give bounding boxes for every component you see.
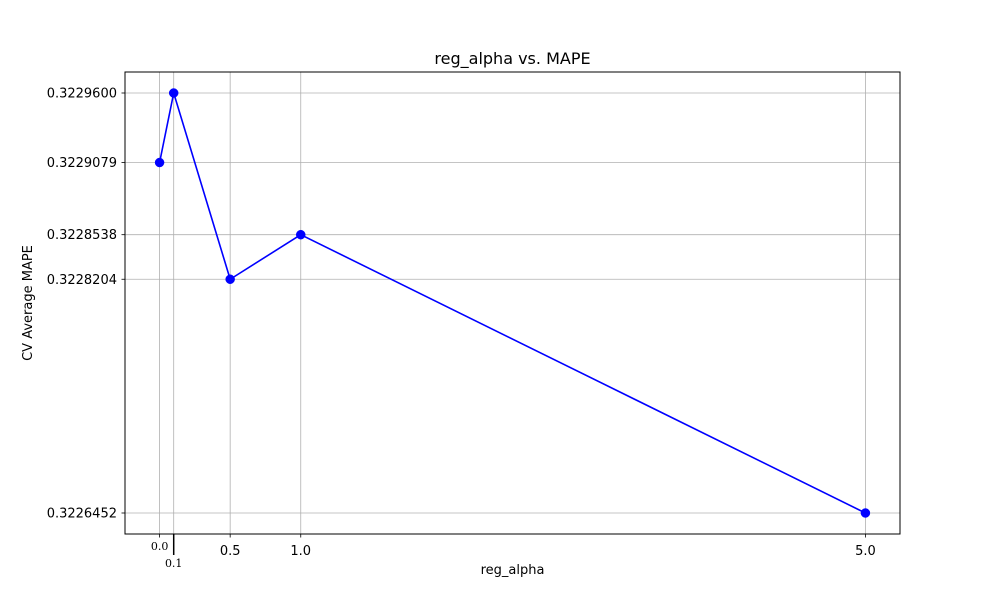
grid (125, 72, 900, 534)
plot-frame (124, 71, 901, 535)
data-point-0 (154, 157, 165, 168)
chart-title: reg_alpha vs. MAPE (434, 49, 590, 69)
ticks: 0.3226452 0.3228204 0.3228538 0.3229079 0.32… (47, 87, 876, 571)
y-tick-label-0-3229079: 0.3229079 (47, 156, 117, 171)
x-tick-label-0-0: 0.0 (151, 540, 169, 553)
y-tick-label-0-3229600: 0.3229600 (47, 87, 117, 102)
x-tick-label-0-1: 0.1 (165, 557, 183, 570)
data-point-2 (225, 274, 235, 285)
x-tick-label-1-0: 1.0 (290, 544, 311, 559)
y-tick-label-0-3228204: 0.3228204 (47, 273, 117, 288)
data-point-4 (860, 508, 871, 518)
x-tick-label-5-0: 5.0 (855, 544, 876, 559)
x-axis-label: reg_alpha (481, 563, 545, 578)
y-tick-label-0-3226452: 0.3226452 (47, 507, 117, 522)
data-series (154, 88, 871, 518)
data-point-3 (296, 229, 306, 240)
y-tick-label-0-3228538: 0.3228538 (47, 228, 117, 243)
y-axis-label: CV Average MAPE (21, 245, 36, 361)
x-tick-label-0-5: 0.5 (220, 544, 241, 559)
data-point-1 (168, 88, 179, 98)
